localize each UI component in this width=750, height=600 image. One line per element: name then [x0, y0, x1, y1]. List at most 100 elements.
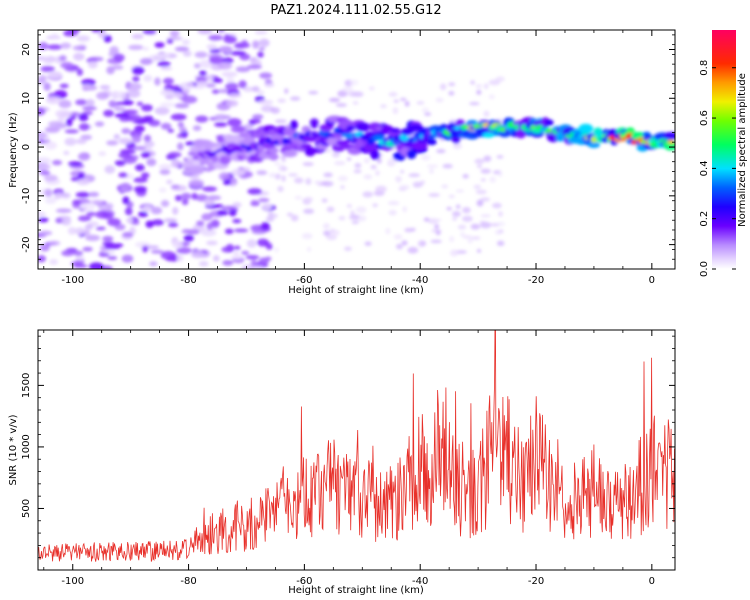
spectrogram-blob [75, 138, 87, 145]
spectrogram-blob [346, 157, 352, 161]
spectrogram-x-tick-label: -40 [412, 275, 428, 286]
spectrogram-blob [70, 176, 80, 182]
spectrogram-blob [133, 185, 147, 193]
spectrogram-blob [166, 39, 174, 44]
spectrogram-blob [230, 125, 246, 133]
spectrogram-blob [183, 234, 194, 242]
spectrogram-blob [75, 99, 88, 106]
spectrogram-blob [228, 208, 237, 217]
spectrogram-blob [242, 86, 254, 93]
spectrogram-blob [364, 157, 370, 164]
spectrogram-blob [225, 99, 239, 107]
spectrogram-blob [483, 83, 489, 90]
spectrogram-blob [140, 151, 151, 159]
spectrogram-y-tick-label: -20 [21, 236, 32, 252]
spectrogram-blob [475, 83, 483, 89]
spectrogram-blob [143, 134, 152, 142]
snr-panel: -100 -80 -60 -40 -20 0 500 1000 1500 Height of … [8, 329, 676, 596]
spectrogram-blob [227, 118, 242, 127]
spectrogram-blob [63, 30, 75, 37]
spectrogram-blob [87, 60, 98, 69]
spectrogram-blob [353, 169, 362, 174]
spectrogram-blob [149, 261, 158, 267]
spectrogram-blob [194, 51, 208, 58]
spectrogram-blob [179, 82, 195, 90]
spectrogram-blob [38, 42, 49, 51]
spectrogram-blob [143, 115, 150, 124]
spectrogram-blob [154, 42, 165, 48]
spectrogram-blob [412, 181, 424, 188]
spectrogram-blob [75, 191, 91, 198]
colorbar-tick-label: 0.0 [699, 261, 710, 277]
spectrogram-blob [261, 202, 273, 211]
spectrogram-blob [209, 56, 223, 65]
spectrogram-blob [206, 222, 213, 231]
spectrogram-blob [233, 228, 249, 233]
spectrogram-blob [340, 185, 345, 189]
spectrogram-blob [282, 150, 298, 158]
spectrogram-blob [455, 119, 465, 127]
spectrogram-blob [132, 76, 140, 82]
spectrogram-blob [64, 137, 77, 146]
snr-x-tick-label: -60 [296, 576, 312, 587]
spectrogram-blob [97, 204, 112, 211]
spectrogram-blob [460, 231, 465, 238]
spectrogram-blob [103, 109, 115, 117]
spectrogram-blob [336, 139, 350, 146]
spectrogram-blob [206, 44, 218, 50]
spectrogram-blob [351, 220, 359, 224]
spectrogram-blob [78, 113, 89, 122]
spectrogram-blob [40, 65, 55, 73]
spectrogram-blob [177, 121, 184, 128]
spectrogram-blob [154, 77, 161, 86]
spectrogram-blob [399, 184, 410, 190]
spectrogram-blob [223, 35, 237, 44]
spectrogram-blob [160, 66, 173, 71]
spectrogram-blob [114, 112, 130, 119]
spectrogram-blob [455, 189, 465, 193]
spectrogram-blob [229, 255, 244, 260]
spectrogram-blob [221, 71, 238, 77]
spectrogram-blob [47, 44, 63, 50]
spectrogram-blob [420, 241, 427, 246]
spectrogram-blob [363, 143, 379, 153]
spectrogram-blob [376, 157, 382, 164]
spectrogram-blob [200, 228, 217, 237]
spectrogram-blob [124, 207, 133, 216]
spectrogram-blob [346, 204, 352, 208]
spectrogram-blob [207, 195, 222, 201]
spectrogram-blob [122, 196, 130, 205]
spectrogram-blob [142, 205, 153, 212]
spectrogram-blob [470, 223, 481, 230]
spectrogram-y-axis-label: Frequency (Hz) [8, 112, 19, 188]
spectrogram-blob [581, 125, 591, 133]
spectrogram-blob [268, 147, 280, 154]
spectrogram-blob [174, 103, 190, 109]
spectrogram-blob [480, 214, 491, 218]
spectrogram-blob [51, 33, 59, 39]
spectrogram-blob [441, 184, 449, 189]
spectrogram-blob [362, 191, 374, 198]
spectrogram-blob [347, 91, 358, 97]
spectrogram-blob [212, 255, 220, 262]
spectrogram-blob [182, 95, 198, 104]
spectrogram-blob [160, 122, 172, 130]
spectrogram-blob [304, 196, 314, 203]
spectrogram-y-tick-label: 20 [21, 43, 32, 56]
spectrogram-blob [160, 89, 175, 96]
spectrogram-blob [252, 114, 264, 120]
spectrogram-blob [401, 240, 408, 246]
spectrogram-blob [404, 227, 414, 233]
spectrogram-blob [452, 143, 463, 150]
spectrogram-blob [38, 107, 46, 116]
spectrogram-blob [488, 94, 495, 100]
spectrogram-blob [494, 229, 502, 235]
colorbar-tick-label: 0.8 [699, 60, 710, 76]
spectrogram-blob [122, 231, 134, 238]
spectrogram-blob [88, 191, 100, 197]
spectrogram-blob [449, 235, 455, 243]
spectrogram-blob [492, 202, 502, 209]
spectrogram-blob [55, 192, 63, 198]
spectrogram-blob [176, 133, 184, 139]
spectrogram-blob [103, 35, 112, 43]
